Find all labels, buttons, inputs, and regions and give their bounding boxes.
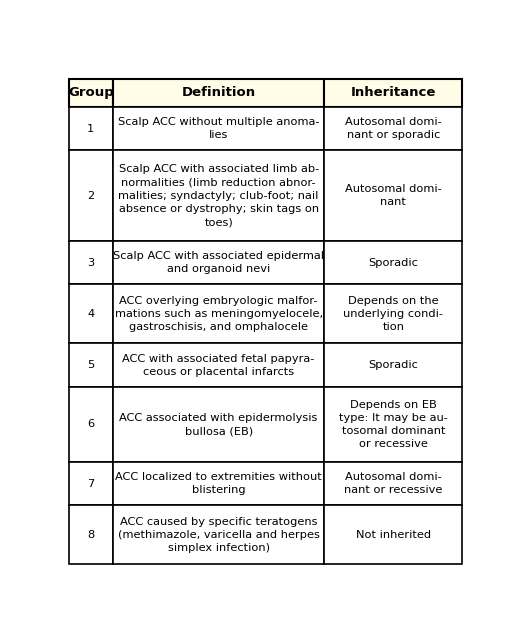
Text: Definition: Definition	[182, 87, 256, 99]
Text: ACC associated with epidermolysis
bullosa (EB): ACC associated with epidermolysis bullos…	[120, 413, 318, 436]
Bar	[69, 284, 113, 343]
Bar	[69, 387, 113, 462]
Text: 6: 6	[87, 419, 94, 429]
Text: 1: 1	[87, 124, 94, 134]
Bar	[69, 107, 113, 150]
Bar	[113, 150, 324, 241]
Text: Autosomal domi-
nant or recessive: Autosomal domi- nant or recessive	[344, 472, 442, 495]
Text: Scalp ACC without multiple anoma-
lies: Scalp ACC without multiple anoma- lies	[118, 117, 320, 140]
Bar	[324, 387, 462, 462]
Bar	[324, 505, 462, 564]
Text: Scalp ACC with associated limb ab-
normalities (limb reduction abnor-
malities; : Scalp ACC with associated limb ab- norma…	[119, 164, 319, 227]
Bar	[113, 107, 324, 150]
Bar	[324, 343, 462, 387]
Text: ACC localized to extremities without
blistering: ACC localized to extremities without bli…	[116, 472, 322, 495]
Text: ACC caused by specific teratogens
(methimazole, varicella and herpes
simplex inf: ACC caused by specific teratogens (methi…	[118, 517, 320, 553]
Bar	[69, 462, 113, 505]
Text: Scalp ACC with associated epidermal
and organoid nevi: Scalp ACC with associated epidermal and …	[113, 251, 324, 274]
Text: Sporadic: Sporadic	[368, 361, 418, 370]
Text: 5: 5	[87, 361, 94, 370]
Text: 4: 4	[87, 309, 94, 319]
Text: 3: 3	[87, 257, 94, 268]
Bar	[324, 150, 462, 241]
Text: Autosomal domi-
nant or sporadic: Autosomal domi- nant or sporadic	[345, 117, 442, 140]
Text: Not inherited: Not inherited	[356, 530, 431, 540]
Bar	[69, 79, 113, 107]
Text: Depends on the
underlying condi-
tion: Depends on the underlying condi- tion	[343, 296, 443, 332]
Bar	[69, 505, 113, 564]
Text: Inheritance: Inheritance	[351, 87, 436, 99]
Bar	[69, 241, 113, 284]
Text: Sporadic: Sporadic	[368, 257, 418, 268]
Bar	[69, 343, 113, 387]
Text: Depends on EB
type: It may be au-
tosomal dominant
or recessive: Depends on EB type: It may be au- tosoma…	[339, 399, 448, 449]
Text: ACC with associated fetal papyra-
ceous or placental infarcts: ACC with associated fetal papyra- ceous …	[122, 354, 315, 377]
Bar	[113, 343, 324, 387]
Text: ACC overlying embryologic malfor-
mations such as meningomyelocele,
gastroschisi: ACC overlying embryologic malfor- mation…	[114, 296, 323, 332]
Bar	[324, 241, 462, 284]
Text: Group: Group	[68, 87, 113, 99]
Bar	[113, 284, 324, 343]
Bar	[113, 387, 324, 462]
Text: 2: 2	[87, 190, 94, 201]
Text: 7: 7	[87, 478, 94, 489]
Text: Autosomal domi-
nant: Autosomal domi- nant	[345, 184, 442, 207]
Bar	[113, 462, 324, 505]
Bar	[113, 241, 324, 284]
Bar	[324, 79, 462, 107]
Bar	[324, 462, 462, 505]
Text: 8: 8	[87, 530, 94, 540]
Bar	[113, 505, 324, 564]
Bar	[69, 150, 113, 241]
Bar	[324, 107, 462, 150]
Bar	[113, 79, 324, 107]
Bar	[324, 284, 462, 343]
